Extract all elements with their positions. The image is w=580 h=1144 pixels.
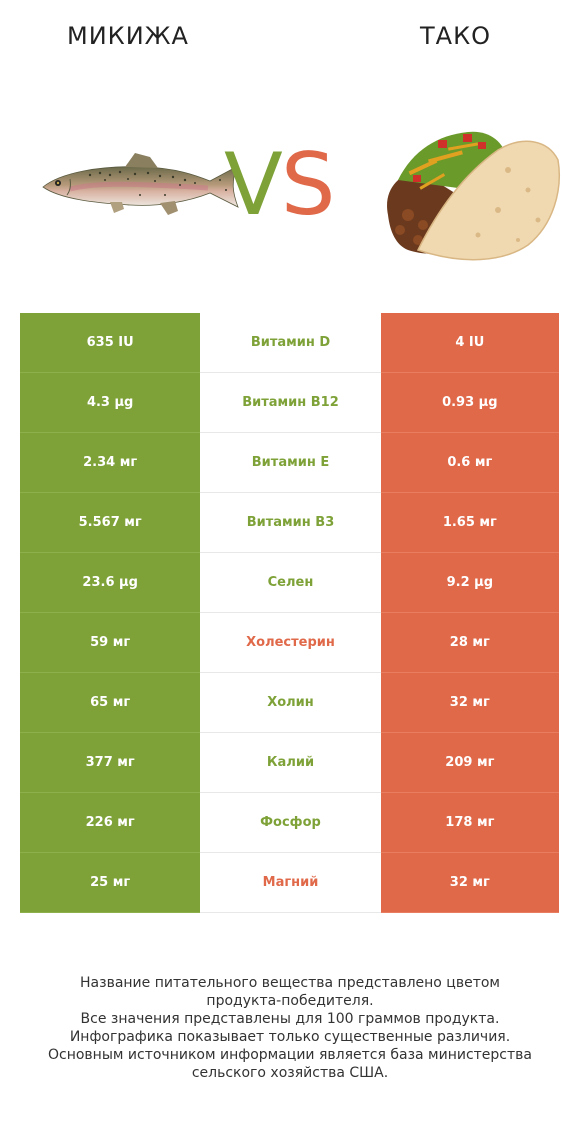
- footer-notes: Название питательного вещества представл…: [20, 974, 560, 1082]
- nutrient-name: Магний: [200, 852, 381, 913]
- right-value: 209 мг: [380, 732, 559, 793]
- right-food-title: ТАКО: [420, 22, 492, 50]
- vs-s-letter: S: [280, 135, 336, 235]
- footer-line: продукта-победителя.: [206, 993, 374, 1009]
- left-food-title: МИКИЖА: [67, 22, 189, 50]
- table-row: 25 мг Магний 32 мг: [20, 852, 559, 913]
- nutrient-name: Холестерин: [200, 612, 381, 673]
- vs-label: VS: [224, 130, 336, 240]
- left-value: 59 мг: [20, 612, 201, 673]
- table-row: 59 мг Холестерин 28 мг: [20, 612, 559, 673]
- table-row: 23.6 µg Селен 9.2 µg: [20, 552, 559, 613]
- table-row: 5.567 мг Витамин B3 1.65 мг: [20, 492, 559, 553]
- table-row: 226 мг Фосфор 178 мг: [20, 792, 559, 853]
- footer-line: Название питательного вещества представл…: [80, 975, 500, 991]
- left-value: 635 IU: [20, 313, 201, 373]
- nutrient-name: Витамин E: [200, 432, 381, 493]
- nutrient-name: Витамин B3: [200, 492, 381, 553]
- nutrient-name: Фосфор: [200, 792, 381, 853]
- nutrient-name: Калий: [200, 732, 381, 793]
- table-row: 2.34 мг Витамин E 0.6 мг: [20, 432, 559, 493]
- left-value: 2.34 мг: [20, 432, 201, 493]
- footer-line: Инфографика показывает только существенн…: [69, 1029, 511, 1045]
- table-row: 377 мг Калий 209 мг: [20, 732, 559, 793]
- right-value: 0.6 мг: [380, 432, 559, 493]
- vs-v-letter: V: [224, 135, 283, 235]
- nutrient-name: Витамин B12: [200, 372, 381, 433]
- left-value: 23.6 µg: [20, 552, 201, 613]
- trout-image: [42, 153, 239, 215]
- right-value: 178 мг: [380, 792, 559, 853]
- left-value: 226 мг: [20, 792, 201, 853]
- left-value: 25 мг: [20, 852, 201, 913]
- left-value: 4.3 µg: [20, 372, 201, 433]
- table-row: 65 мг Холин 32 мг: [20, 672, 559, 733]
- table-row: 4.3 µg Витамин B12 0.93 µg: [20, 372, 559, 433]
- left-value: 65 мг: [20, 672, 201, 733]
- footer-line: Основным источником информации является …: [48, 1047, 532, 1063]
- right-value: 32 мг: [380, 852, 559, 913]
- right-value: 0.93 µg: [380, 372, 559, 433]
- right-value: 9.2 µg: [380, 552, 559, 613]
- footer-line: сельского хозяйства США.: [191, 1065, 389, 1081]
- footer-text: Все значения представлены для: [80, 1011, 327, 1027]
- taco-image: [387, 131, 560, 261]
- left-value: 377 мг: [20, 732, 201, 793]
- left-value: 5.567 мг: [20, 492, 201, 553]
- footer-text: 100 граммов: [326, 1011, 421, 1027]
- footer-line: Все значения представлены для 100 граммо…: [20, 1010, 560, 1028]
- footer-text: продукта.: [420, 1011, 500, 1027]
- nutrient-name: Холин: [200, 672, 381, 733]
- right-value: 32 мг: [380, 672, 559, 733]
- right-value: 4 IU: [380, 313, 559, 373]
- right-value: 1.65 мг: [380, 492, 559, 553]
- right-value: 28 мг: [380, 612, 559, 673]
- nutrient-name: Селен: [200, 552, 381, 613]
- nutrient-name: Витамин D: [200, 313, 381, 373]
